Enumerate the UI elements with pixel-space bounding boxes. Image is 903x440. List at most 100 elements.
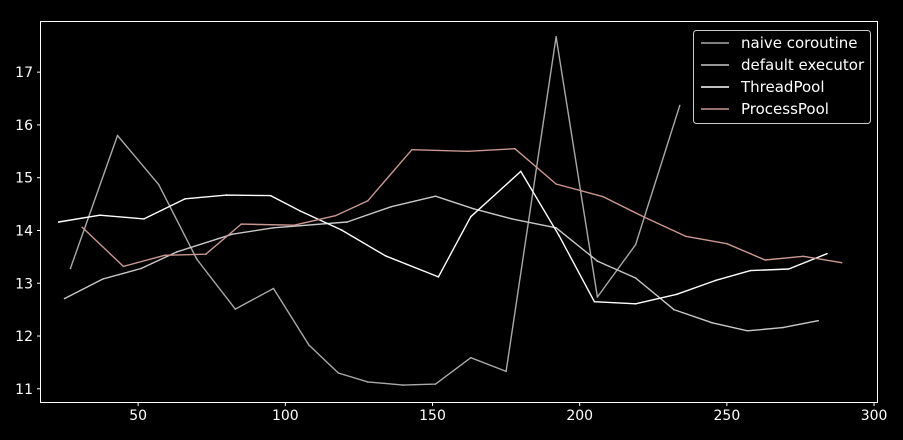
series-line-threadpool bbox=[58, 170, 828, 305]
legend-label-naive-coroutine: naive coroutine bbox=[741, 34, 857, 52]
y-tick-label: 17 bbox=[15, 65, 33, 81]
data-point-processpool bbox=[602, 195, 605, 198]
data-point-naive-coroutine bbox=[116, 134, 119, 137]
data-point-threadpool bbox=[57, 221, 60, 223]
legend-box bbox=[693, 30, 871, 124]
data-point-default-executor bbox=[390, 205, 393, 208]
legend: naive coroutine default executor ThreadPoo… bbox=[693, 30, 871, 124]
data-point-naive-coroutine bbox=[434, 383, 437, 385]
data-point-processpool bbox=[240, 223, 242, 225]
data-point-processpool bbox=[684, 235, 687, 238]
y-tick-label: 13 bbox=[15, 276, 33, 292]
y-axis: 11 12 13 14 15 16 17 bbox=[15, 65, 41, 398]
x-tick-label: 300 bbox=[861, 408, 888, 424]
data-point-threadpool bbox=[634, 303, 637, 305]
series-line-default-executor bbox=[64, 195, 819, 332]
data-point-naive-coroutine bbox=[272, 287, 275, 290]
data-point-default-executor bbox=[272, 227, 275, 229]
data-point-processpool bbox=[802, 255, 805, 258]
data-point-threadpool bbox=[225, 194, 228, 196]
data-point-default-executor bbox=[472, 208, 475, 210]
series-layer bbox=[57, 35, 843, 386]
data-point-naive-coroutine bbox=[308, 344, 310, 346]
data-point-processpool bbox=[764, 259, 766, 261]
data-point-naive-coroutine bbox=[555, 35, 557, 38]
data-point-threadpool bbox=[469, 215, 472, 218]
data-point-processpool bbox=[411, 148, 413, 151]
x-tick-label: 150 bbox=[419, 408, 446, 424]
y-tick-label: 15 bbox=[15, 171, 33, 187]
data-point-naive-coroutine bbox=[337, 372, 340, 374]
x-tick-label: 250 bbox=[714, 408, 741, 424]
data-point-default-executor bbox=[555, 227, 557, 229]
data-point-processpool bbox=[467, 150, 469, 153]
data-point-naive-coroutine bbox=[234, 308, 237, 310]
data-point-naive-coroutine bbox=[634, 243, 637, 246]
x-axis: 50 100 150 200 250 300 bbox=[129, 402, 887, 424]
plot-area-frame bbox=[40, 21, 878, 403]
data-point-naive-coroutine bbox=[69, 267, 72, 270]
data-point-threadpool bbox=[269, 194, 272, 197]
legend-label-threadpool: ThreadPool bbox=[740, 78, 824, 96]
data-point-naive-coroutine bbox=[366, 381, 369, 383]
data-point-threadpool bbox=[826, 252, 828, 255]
data-point-default-executor bbox=[511, 218, 513, 220]
data-point-threadpool bbox=[340, 229, 343, 231]
data-point-processpool bbox=[514, 147, 516, 150]
data-point-threadpool bbox=[749, 269, 752, 272]
data-point-default-executor bbox=[346, 221, 348, 223]
y-tick-label: 14 bbox=[15, 223, 33, 239]
data-point-processpool bbox=[122, 265, 125, 268]
data-point-threadpool bbox=[593, 300, 596, 303]
data-point-default-executor bbox=[634, 277, 637, 279]
data-point-default-executor bbox=[596, 260, 599, 262]
data-point-processpool bbox=[840, 261, 843, 264]
data-point-naive-coroutine bbox=[157, 183, 160, 186]
legend-label-default-executor: default executor bbox=[741, 56, 865, 74]
x-tick-label: 50 bbox=[129, 408, 147, 424]
data-point-naive-coroutine bbox=[469, 356, 472, 359]
data-point-processpool bbox=[163, 254, 166, 257]
data-point-naive-coroutine bbox=[596, 296, 599, 298]
data-point-processpool bbox=[555, 183, 557, 185]
data-point-default-executor bbox=[711, 322, 713, 324]
data-point-default-executor bbox=[231, 233, 234, 235]
y-tick-label: 11 bbox=[15, 382, 33, 398]
legend-label-processpool: ProcessPool bbox=[741, 100, 829, 118]
data-point-threadpool bbox=[99, 214, 101, 216]
data-point-threadpool bbox=[143, 218, 145, 220]
data-point-processpool bbox=[205, 253, 207, 256]
data-point-processpool bbox=[643, 216, 646, 219]
data-point-threadpool bbox=[558, 234, 560, 237]
y-tick-label: 12 bbox=[15, 329, 33, 345]
data-point-threadpool bbox=[676, 293, 678, 296]
y-tick-label: 16 bbox=[15, 118, 33, 134]
data-point-processpool bbox=[334, 214, 337, 217]
x-tick-label: 200 bbox=[566, 408, 593, 424]
data-point-threadpool bbox=[184, 198, 187, 200]
data-point-default-executor bbox=[102, 278, 104, 280]
data-point-threadpool bbox=[299, 210, 301, 212]
data-point-naive-coroutine bbox=[505, 370, 507, 373]
data-point-threadpool bbox=[384, 255, 387, 257]
x-tick-label: 100 bbox=[272, 408, 299, 424]
data-point-threadpool bbox=[714, 279, 716, 282]
data-point-default-executor bbox=[175, 251, 178, 253]
data-point-processpool bbox=[81, 226, 84, 229]
data-point-default-executor bbox=[817, 319, 819, 322]
data-point-processpool bbox=[366, 200, 369, 202]
data-point-threadpool bbox=[437, 276, 440, 278]
data-point-default-executor bbox=[746, 329, 749, 332]
series-line-processpool bbox=[81, 147, 842, 268]
data-point-default-executor bbox=[673, 308, 675, 311]
data-point-processpool bbox=[293, 224, 295, 226]
data-point-default-executor bbox=[140, 267, 142, 270]
data-point-threadpool bbox=[520, 170, 522, 173]
data-point-naive-coroutine bbox=[196, 258, 198, 261]
data-point-processpool bbox=[726, 242, 728, 245]
data-point-threadpool bbox=[787, 268, 790, 270]
data-point-default-executor bbox=[434, 195, 437, 197]
data-point-naive-coroutine bbox=[402, 384, 404, 386]
